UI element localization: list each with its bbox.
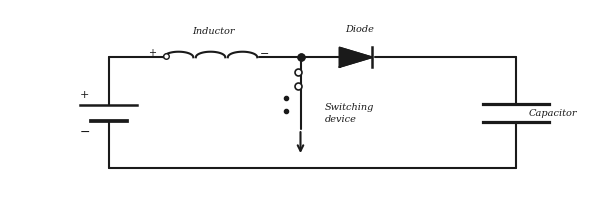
Text: Switching
device: Switching device xyxy=(325,103,374,124)
Text: −: − xyxy=(79,126,90,139)
Text: Inductor: Inductor xyxy=(192,27,235,36)
Text: Diode: Diode xyxy=(346,25,374,34)
Text: +: + xyxy=(148,48,156,58)
Text: −: − xyxy=(260,49,269,59)
Polygon shape xyxy=(340,48,373,68)
Text: Capacitor: Capacitor xyxy=(528,109,577,118)
Text: +: + xyxy=(80,89,90,99)
